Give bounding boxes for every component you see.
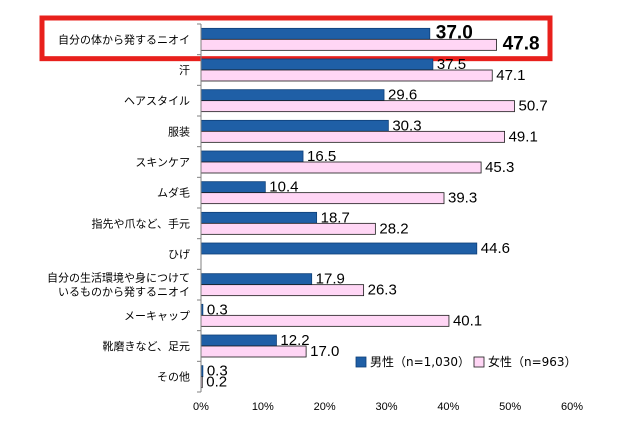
- category-label: ムダ毛: [157, 186, 190, 200]
- data-label-male: 0.3: [207, 363, 228, 380]
- data-label-male: 18.7: [321, 209, 350, 226]
- data-label-female: 17.0: [310, 343, 339, 360]
- data-label-male: 0.3: [207, 301, 228, 318]
- bar-male: [200, 119, 389, 132]
- category-label: 汗: [179, 64, 190, 77]
- data-label-female: 47.8: [503, 33, 540, 54]
- category-label: 靴磨きなど、足元: [103, 339, 190, 353]
- data-label-male: 29.6: [388, 87, 417, 104]
- x-tick-label: 20%: [314, 401, 336, 413]
- data-label-male: 16.5: [307, 148, 336, 165]
- data-label-male: 37.5: [437, 56, 466, 73]
- category-label: 指先や爪など、手元: [92, 216, 190, 230]
- x-tick-label: 40%: [437, 401, 459, 413]
- bar-female: [200, 100, 515, 113]
- bar-male: [200, 58, 434, 71]
- data-label-female: 0.2: [206, 374, 227, 391]
- category-label: 自分の生活環境や身につけて: [47, 271, 190, 285]
- bar-female: [200, 314, 450, 327]
- data-label-female: 47.1: [496, 67, 525, 84]
- category-label: その他: [157, 371, 190, 384]
- data-label-male: 44.6: [481, 240, 510, 257]
- data-label-male: 30.3: [392, 117, 421, 134]
- category-label: ヘアスタイル: [124, 95, 190, 108]
- category-label: いるものから発するニオイ: [58, 285, 190, 299]
- data-label-male: 37.0: [436, 22, 473, 43]
- data-label-male: 12.2: [280, 332, 309, 349]
- data-label-female: 39.3: [448, 190, 477, 207]
- x-tick-label: 60%: [561, 401, 583, 413]
- bar-female: [200, 161, 482, 174]
- data-label-female: 45.3: [485, 159, 514, 176]
- legend-label-male: 男性（n=1,030）: [370, 355, 470, 369]
- data-label-female: 40.1: [453, 312, 482, 329]
- data-label-female: 50.7: [518, 98, 547, 115]
- bar-female: [200, 192, 445, 205]
- bar-male: [200, 89, 385, 102]
- x-tick-label: 50%: [499, 401, 521, 413]
- bar-male: [200, 181, 266, 194]
- bar-male: [200, 334, 277, 347]
- data-label-female: 49.1: [509, 128, 538, 145]
- bar-female: [200, 130, 506, 143]
- x-tick-label: 30%: [375, 401, 397, 413]
- bar-male: [200, 211, 318, 224]
- category-label: ひげ: [168, 248, 190, 261]
- category-label: 自分の体から発するニオイ: [58, 32, 190, 46]
- data-label-male: 17.9: [316, 271, 345, 288]
- legend-swatch-female: [473, 356, 485, 368]
- x-tick-label: 10%: [252, 401, 274, 413]
- bar-male: [200, 27, 431, 40]
- data-label-male: 10.4: [269, 179, 298, 196]
- x-tick-label: 0%: [193, 401, 209, 413]
- bar-male: [200, 150, 304, 163]
- bar-male: [200, 242, 478, 255]
- legend-swatch-male: [355, 356, 367, 368]
- data-label-female: 26.3: [368, 282, 397, 299]
- category-label: 服装: [168, 125, 190, 138]
- category-label: メーキャップ: [124, 309, 190, 322]
- bar-male: [200, 273, 313, 286]
- category-label: スキンケア: [135, 156, 190, 169]
- legend-label-female: 女性（n=963）: [488, 354, 577, 369]
- data-label-female: 28.2: [379, 220, 408, 237]
